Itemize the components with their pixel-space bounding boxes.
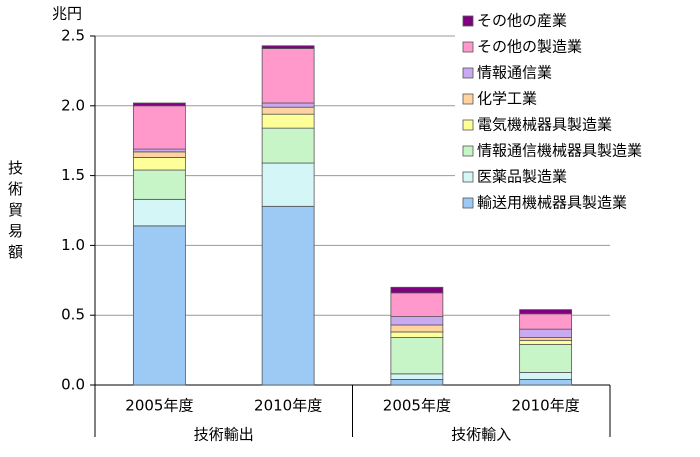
legend-box xyxy=(455,6,693,220)
x-tick-label: 2010年度 xyxy=(512,397,580,415)
unit-label: 兆円 xyxy=(52,5,82,23)
legend-label: 医薬品製造業 xyxy=(477,168,567,186)
y-tick-label: 0.5 xyxy=(61,306,85,324)
legend-swatch xyxy=(462,15,474,27)
legend-swatch xyxy=(462,171,474,183)
group-label: 技術輸出 xyxy=(194,426,254,444)
legend-label: 化学工業 xyxy=(477,90,537,108)
legend-label: その他の産業 xyxy=(477,12,567,30)
bar-segment xyxy=(390,286,444,294)
y-tick-label: 0.0 xyxy=(61,376,85,394)
bar-segment xyxy=(132,148,186,153)
bar-segment xyxy=(519,339,573,345)
group-label: 技術輸入 xyxy=(451,426,511,444)
bar-segment xyxy=(132,102,186,107)
bar-segment xyxy=(261,162,315,207)
x-tick-label: 2005年度 xyxy=(125,397,193,415)
legend-swatch xyxy=(462,93,474,105)
y-tick-label: 1.0 xyxy=(61,236,85,254)
bar-segment xyxy=(132,169,186,200)
bar-segment xyxy=(390,337,444,375)
legend-label: 情報通信機械器具製造業 xyxy=(477,142,642,160)
legend-label: 情報通信業 xyxy=(477,64,552,82)
bar-segment xyxy=(519,313,573,330)
y-tick-label: 1.5 xyxy=(61,166,85,184)
x-tick-label: 2005年度 xyxy=(383,397,451,415)
bar-segment xyxy=(519,372,573,380)
legend-swatch xyxy=(462,197,474,209)
y-tick-label: 2.5 xyxy=(61,27,85,45)
bar-segment xyxy=(390,331,444,338)
bar-segment xyxy=(261,106,315,115)
bar-segment xyxy=(261,45,315,49)
bar-segment xyxy=(132,151,186,158)
bar-segment xyxy=(519,379,573,386)
bar-segment xyxy=(132,105,186,150)
bar-segment xyxy=(261,205,315,386)
bar-segment xyxy=(390,373,444,380)
bar-segment xyxy=(390,316,444,326)
bar-segment xyxy=(132,157,186,171)
legend-label: 輸送用機械器具製造業 xyxy=(477,194,627,212)
x-tick-label: 2010年度 xyxy=(254,397,322,415)
bar-segment xyxy=(261,113,315,129)
bar-segment xyxy=(519,309,573,315)
legend-swatch xyxy=(462,145,474,157)
bar-segment xyxy=(519,328,573,338)
y-axis-label: 技術貿易額 xyxy=(6,160,24,265)
legend-swatch xyxy=(462,41,474,53)
bar-segment xyxy=(132,198,186,227)
bar-segment xyxy=(390,324,444,333)
legend-label: その他の製造業 xyxy=(477,38,582,56)
bar-segment xyxy=(261,127,315,164)
bar-segment xyxy=(390,379,444,386)
legend-label: 電気機械器具製造業 xyxy=(477,116,612,134)
bar-segment xyxy=(261,48,315,104)
bar-segment xyxy=(519,344,573,373)
y-tick-label: 2.0 xyxy=(61,96,85,114)
bar-segment xyxy=(261,102,315,108)
bar-segment xyxy=(132,225,186,386)
bar-segment xyxy=(390,292,444,317)
bar-segment xyxy=(519,337,573,341)
legend-swatch xyxy=(462,67,474,79)
legend-swatch xyxy=(462,119,474,131)
